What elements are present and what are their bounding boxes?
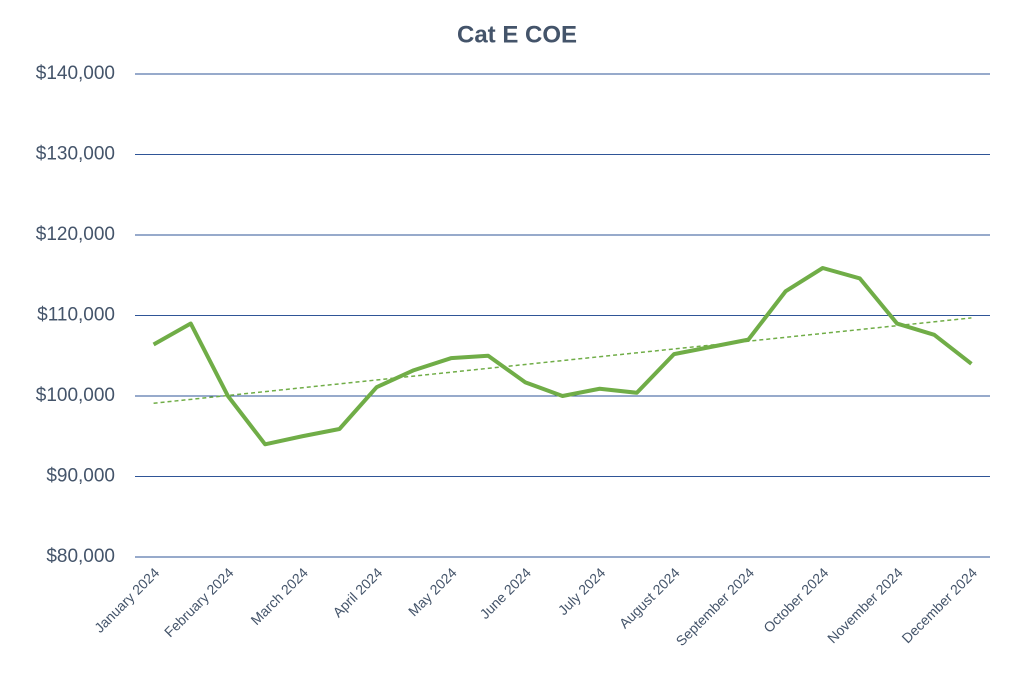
x-tick-label: January 2024: [91, 564, 162, 635]
x-tick-label: February 2024: [161, 564, 237, 640]
y-tick-label: $120,000: [36, 224, 115, 245]
chart-title: Cat E COE: [457, 21, 577, 48]
trendline: [153, 317, 972, 404]
x-tick-label: December 2024: [898, 564, 980, 646]
y-tick-label: $100,000: [36, 385, 115, 406]
x-tick-label: March 2024: [247, 564, 311, 628]
y-tick-label: $90,000: [46, 466, 115, 487]
x-tick-label: November 2024: [824, 564, 906, 646]
y-tick-label: $130,000: [36, 144, 115, 165]
x-tick-label: July 2024: [555, 564, 609, 618]
y-tick-label: $80,000: [46, 546, 115, 567]
y-tick-label: $110,000: [37, 305, 115, 326]
x-tick-label: May 2024: [405, 564, 460, 619]
y-tick-label: $140,000: [36, 63, 115, 84]
x-tick-label: April 2024: [329, 564, 385, 620]
x-tick-label: September 2024: [673, 564, 758, 649]
line-series: [152, 266, 973, 447]
x-tick-label: August 2024: [616, 564, 683, 631]
x-tick-label: October 2024: [760, 564, 831, 635]
x-tick-label: June 2024: [477, 564, 535, 622]
